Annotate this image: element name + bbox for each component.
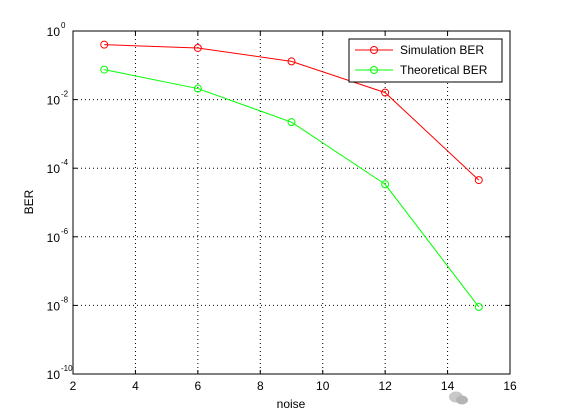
y-axis-label: BER <box>22 189 36 214</box>
y-tick-exponent: -6 <box>61 227 69 236</box>
x-tick-label: 14 <box>441 379 455 393</box>
series-0 <box>100 40 483 185</box>
series-1 <box>100 65 483 311</box>
x-tick-label: 10 <box>316 379 330 393</box>
series-line <box>104 69 480 308</box>
plot-area <box>73 31 510 374</box>
x-tick-label: 12 <box>378 379 392 393</box>
y-tick-exponent: -2 <box>61 90 69 99</box>
chat-bubble-icon <box>449 391 468 405</box>
data-point <box>100 40 109 49</box>
y-tick-base: 10 <box>47 94 61 108</box>
x-axis-label: noise <box>277 397 306 411</box>
legend-item: Simulation BER <box>355 43 484 57</box>
series-layer <box>100 40 483 311</box>
y-tick-base: 10 <box>47 299 61 313</box>
data-point <box>287 57 296 66</box>
data-point <box>381 88 390 97</box>
legend-marker <box>370 66 378 74</box>
y-tick-exponent: -8 <box>61 295 69 304</box>
data-point <box>474 302 483 311</box>
x-tick-label: 8 <box>257 379 264 393</box>
data-point <box>100 65 109 74</box>
y-tick-exponent: 0 <box>61 21 66 30</box>
data-point <box>474 176 483 185</box>
grid <box>73 31 510 374</box>
y-tick-base: 10 <box>47 25 61 39</box>
x-tick-label: 16 <box>503 379 517 393</box>
y-tick-label: 10 -2 <box>47 90 69 108</box>
legend-label: Simulation BER <box>400 43 484 57</box>
y-tick-label: 10 -6 <box>47 227 69 245</box>
data-point <box>193 43 202 52</box>
series-line <box>104 44 480 181</box>
y-tick-base: 10 <box>47 162 61 176</box>
y-tick-label: 10 0 <box>47 21 66 39</box>
plot-frame <box>72 30 511 375</box>
x-tick-label: 6 <box>195 379 202 393</box>
legend: Simulation BER Theoretical BER <box>348 38 503 83</box>
y-tick-exponent: -4 <box>61 158 69 167</box>
x-tick-label: 4 <box>132 379 139 393</box>
x-tick-label: 2 <box>70 379 77 393</box>
legend-label: Theoretical BER <box>400 63 488 77</box>
data-point <box>193 84 202 93</box>
legend-marker <box>370 46 378 54</box>
y-tick-label: 10 -4 <box>47 158 69 176</box>
y-tick-base: 10 <box>47 231 61 245</box>
y-tick-label: 10 -10 <box>47 364 73 382</box>
legend-box <box>348 38 503 83</box>
y-tick-label: 10 -8 <box>47 295 69 313</box>
data-point <box>287 118 296 127</box>
y-tick-exponent: -10 <box>61 364 73 373</box>
data-point <box>381 180 390 189</box>
y-tick-base: 10 <box>47 368 61 382</box>
legend-item: Theoretical BER <box>355 63 488 77</box>
